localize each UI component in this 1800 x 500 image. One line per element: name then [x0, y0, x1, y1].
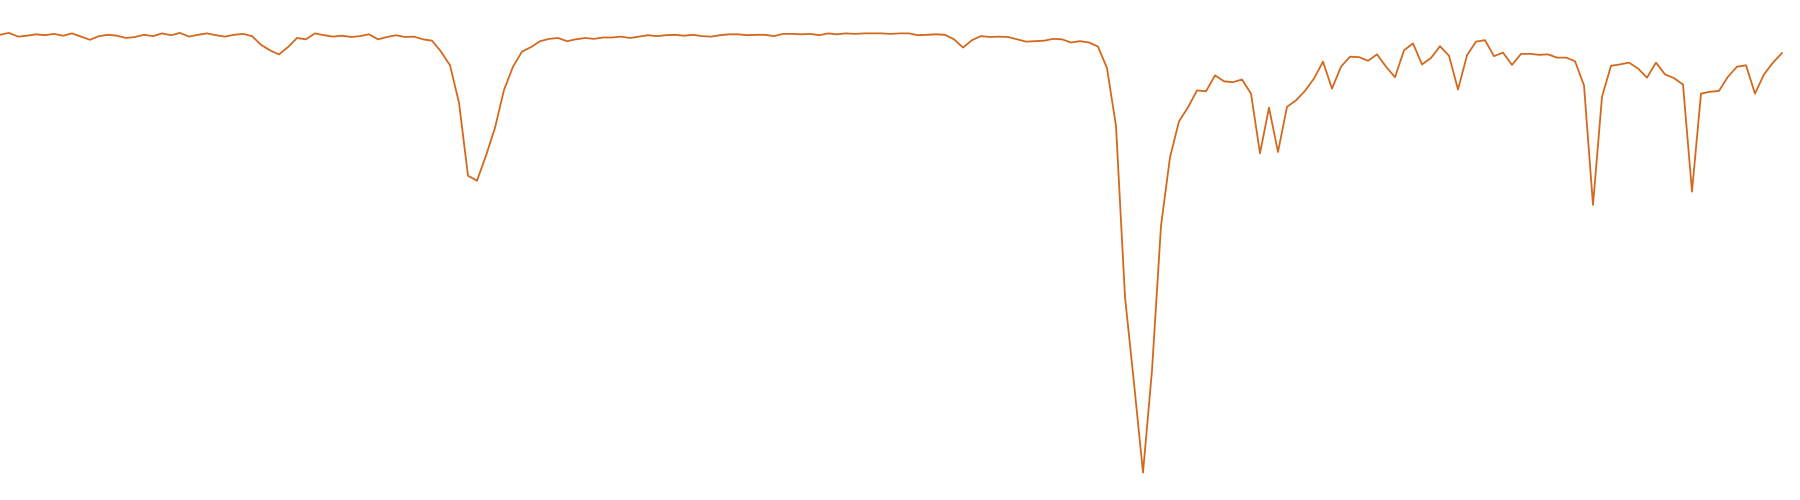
- series-line-0: [0, 32, 1783, 474]
- plot-area: [0, 32, 1783, 474]
